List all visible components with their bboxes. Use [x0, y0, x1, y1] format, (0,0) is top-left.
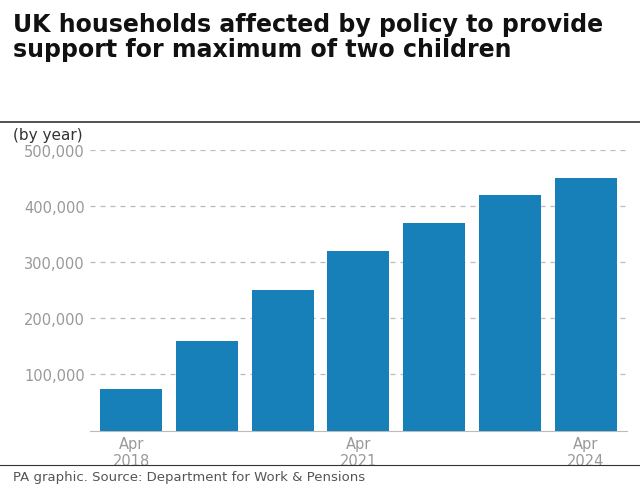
Bar [176, 341, 238, 431]
Text: PA graphic. Source: Department for Work & Pensions: PA graphic. Source: Department for Work … [13, 470, 365, 483]
Bar [327, 252, 390, 431]
Text: support for maximum of two children: support for maximum of two children [13, 38, 511, 62]
Bar [403, 223, 465, 431]
Bar [554, 178, 616, 431]
Text: (by year): (by year) [13, 128, 83, 143]
Bar [100, 389, 163, 431]
Text: UK households affected by policy to provide: UK households affected by policy to prov… [13, 13, 603, 37]
Bar [252, 291, 314, 431]
Bar [479, 195, 541, 431]
